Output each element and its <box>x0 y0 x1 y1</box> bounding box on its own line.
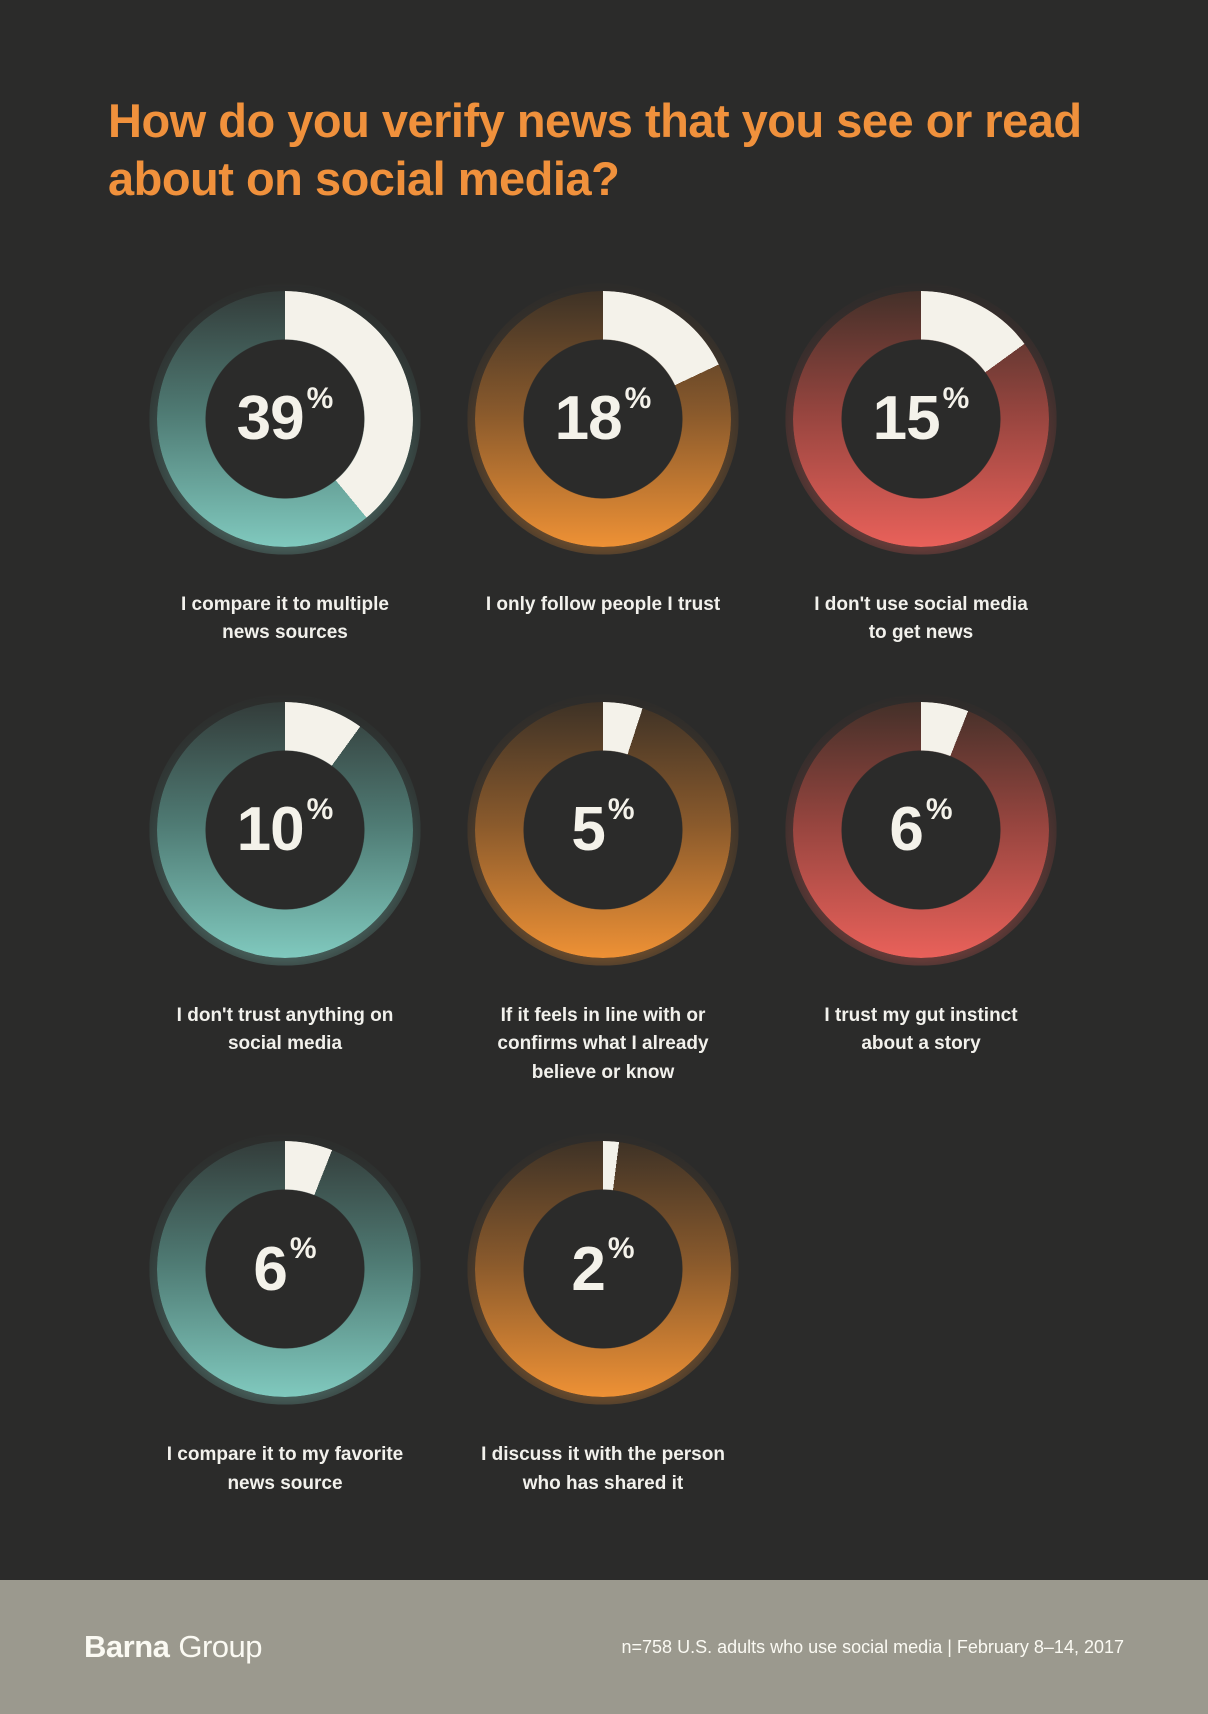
chart-cell-confirms-beliefs: 5 % If it feels in line with or confirms… <box>444 693 762 1088</box>
donut-label: I compare it to multiple news sources <box>181 593 389 644</box>
donut-value-segment <box>475 290 731 547</box>
donut-value-number: 18 <box>554 384 623 454</box>
chart-cell-favorite-source: 6 % I compare it to my favorite news sou… <box>126 1133 444 1498</box>
donut-label: I don't trust anything on social media <box>176 1004 394 1055</box>
donut-value-unit: % <box>942 381 970 415</box>
donut-value: 10 % <box>157 702 413 958</box>
donut-value: 18 % <box>475 291 731 547</box>
donut-value-unit: % <box>306 792 334 826</box>
footer-bar: Barna Group n=758 U.S. adults who use so… <box>0 1580 1208 1714</box>
donut-value-number: 39 <box>236 384 305 454</box>
donut-chart-grid: 39 % I compare it to multiple news sourc… <box>126 282 1080 1499</box>
donut-value-unit: % <box>607 1232 635 1266</box>
donut-value-unit: % <box>925 792 953 826</box>
donut-chart: 2 % <box>467 1133 739 1405</box>
donut-value-number: 6 <box>889 795 923 865</box>
donut-value-unit: % <box>624 381 652 415</box>
chart-cell-multiple-sources: 39 % I compare it to multiple news sourc… <box>126 282 444 648</box>
brand-name-bold: Barna <box>84 1629 170 1664</box>
donut-label: I don't use social media to get news <box>814 593 1028 644</box>
donut-chart: 15 % <box>785 282 1057 555</box>
donut-chart: 39 % <box>149 282 421 555</box>
chart-cell-no-social-news: 15 % I don't use social media to get new… <box>762 282 1080 648</box>
donut-value-number: 10 <box>236 795 305 865</box>
donut-value-number: 2 <box>571 1234 605 1304</box>
donut-value: 2 % <box>475 1141 731 1397</box>
brand-name-light: Group <box>178 1629 263 1664</box>
donut-value-number: 15 <box>872 384 941 454</box>
donut-value-segment <box>157 701 413 958</box>
donut-value-unit: % <box>306 381 334 415</box>
donut-value: 6 % <box>793 702 1049 958</box>
donut-value: 5 % <box>475 702 731 958</box>
chart-cell-gut-instinct: 6 % I trust my gut instinct about a stor… <box>762 693 1080 1088</box>
donut-value-number: 6 <box>253 1234 287 1304</box>
donut-value-segment <box>475 701 731 958</box>
donut-value: 15 % <box>793 291 1049 547</box>
donut-value-segment <box>793 290 1049 547</box>
donut-value: 39 % <box>157 291 413 547</box>
donut-label: I trust my gut instinct about a story <box>824 1004 1018 1055</box>
donut-value-unit: % <box>289 1232 317 1266</box>
donut-value-segment <box>157 1141 413 1398</box>
chart-cell-trust-nothing: 10 % I don't trust anything on social me… <box>126 693 444 1088</box>
donut-label: I only follow people I trust <box>485 593 721 615</box>
donut-chart: 6 % <box>785 693 1057 966</box>
chart-cell-follow-trusted: 18 % I only follow people I trust <box>444 282 762 648</box>
donut-value-segment <box>475 1141 731 1398</box>
source-note: n=758 U.S. adults who use social media |… <box>621 1636 1124 1657</box>
chart-cell-discuss-sharer: 2 % I discuss it with the person who has… <box>444 1133 762 1498</box>
donut-value-segment <box>157 290 413 547</box>
donut-value-unit: % <box>607 792 635 826</box>
page-title: How do you verify news that you see or r… <box>108 94 1082 206</box>
donut-chart: 18 % <box>467 282 739 555</box>
donut-label: If it feels in line with or confirms wha… <box>497 1004 709 1083</box>
donut-value: 6 % <box>157 1141 413 1397</box>
donut-value-number: 5 <box>571 795 605 865</box>
donut-label: I compare it to my favorite news source <box>166 1444 404 1494</box>
barna-group-logo: Barna Group <box>84 1629 263 1665</box>
donut-value-segment <box>793 701 1049 958</box>
donut-chart: 5 % <box>467 693 739 966</box>
donut-chart: 10 % <box>149 693 421 966</box>
donut-chart: 6 % <box>149 1133 421 1405</box>
donut-label: I discuss it with the person who has sha… <box>481 1444 725 1494</box>
